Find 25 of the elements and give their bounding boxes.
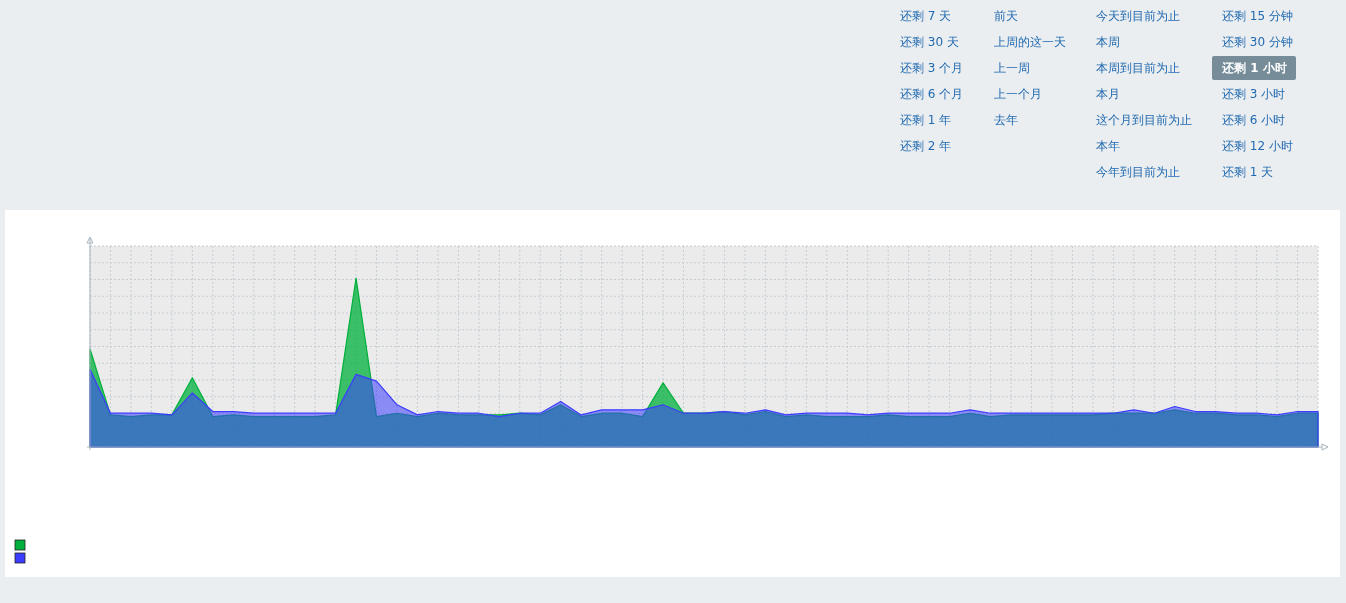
text: 上一周 [994, 61, 1030, 75]
text: 还剩 2 年 [900, 139, 952, 153]
text: 还剩 7 天 [900, 9, 952, 23]
text: 还剩 1 年 [900, 113, 952, 127]
text: 去年 [994, 113, 1018, 127]
text: 本周到目前为止 [1096, 61, 1180, 75]
text: 上一个月 [994, 87, 1042, 101]
text: 这个月到目前为止 [1096, 113, 1192, 127]
text: 还剩 1 小时 [1221, 61, 1287, 75]
text: 还剩 3 小时 [1222, 87, 1286, 101]
text: 还剩 30 分钟 [1222, 35, 1293, 49]
text: 还剩 15 分钟 [1222, 9, 1293, 23]
text: 本周 [1096, 35, 1120, 49]
text: 本月 [1096, 87, 1120, 101]
text: 上周的这一天 [994, 35, 1066, 49]
text: 还剩 12 小时 [1222, 139, 1293, 153]
text: 还剩 30 天 [900, 35, 959, 49]
text: 还剩 6 小时 [1222, 113, 1286, 127]
text: 今天到目前为止 [1096, 9, 1180, 23]
text: 前天 [994, 9, 1018, 23]
text: 还剩 3 个月 [900, 61, 964, 75]
text: 还剩 6 个月 [900, 87, 964, 101]
text: 本年 [1096, 139, 1120, 153]
text: 今年到目前为止 [1096, 165, 1180, 179]
text: 还剩 1 天 [1222, 165, 1274, 179]
